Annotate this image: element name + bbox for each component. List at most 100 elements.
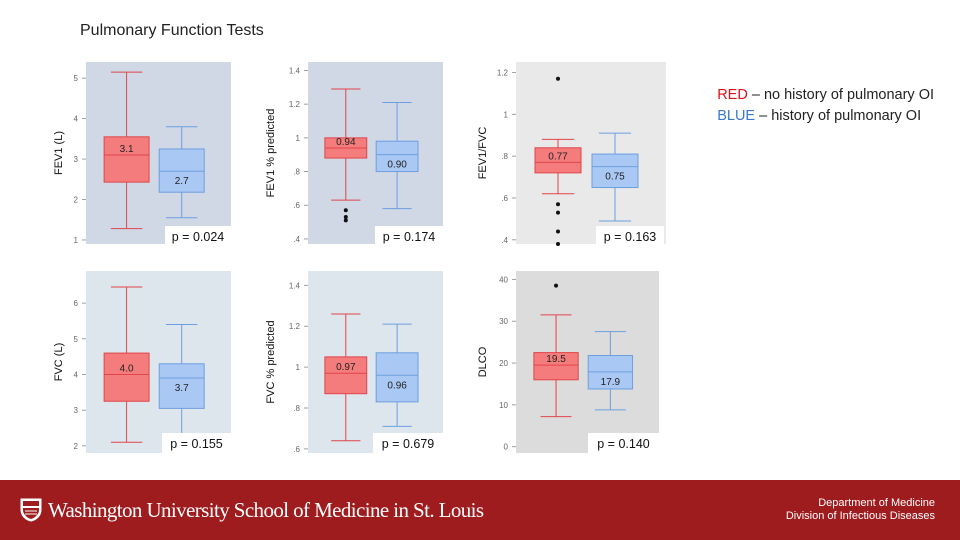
y-tick-label: 10 — [499, 401, 508, 410]
y-tick-label: 1.2 — [497, 68, 509, 77]
p-value-box — [373, 433, 443, 453]
boxplot-dlco: 0 10 20 30 40 DLCO 19.5 17.9 p = 0.140 — [477, 271, 659, 453]
red-box — [533, 352, 579, 381]
blue-median-label: 2.7 — [175, 176, 189, 187]
p-value-box — [375, 226, 443, 246]
y-tick-label: 4 — [74, 370, 79, 379]
red-outlier-point — [556, 210, 560, 215]
legend-red-text: – no history of pulmonary OI — [747, 87, 934, 103]
boxplot-fvcpct: .6 .8 1 1.2 1.4 FVC % predicted 0.97 0.96 p = 0.… — [265, 271, 443, 454]
y-tick-label: .4 — [501, 236, 508, 245]
p-value-label: p = 0.163 — [604, 230, 657, 244]
red-box — [534, 147, 582, 174]
y-tick-label: .8 — [293, 404, 300, 413]
blue-median-label: 0.75 — [605, 172, 625, 183]
y-tick-label: 3 — [74, 155, 79, 164]
red-median-label: 0.97 — [336, 362, 356, 373]
p-value-box — [596, 226, 664, 246]
boxplot-fev1: 1 2 3 4 5 FEV1 (L) 3.1 2.7 p = 0.024 — [53, 62, 231, 246]
y-tick-label: 30 — [499, 317, 508, 326]
p-value-box — [588, 433, 659, 453]
boxplot-fev1pct: .4 .6 .8 1 1.2 1.4 FEV1 % predicted 0.94 0.90 p =… — [265, 62, 443, 246]
y-axis-label: FEV1 % predicted — [265, 109, 277, 198]
legend-blue-word: BLUE — [717, 108, 756, 124]
red-box — [103, 136, 150, 183]
blue-median-label: 0.90 — [387, 160, 407, 171]
blue-box — [375, 352, 419, 403]
red-median-label: 0.77 — [548, 151, 568, 162]
y-tick-label: .6 — [501, 194, 508, 203]
y-tick-label: 4 — [74, 115, 79, 124]
y-tick-label: .4 — [293, 235, 300, 244]
y-tick-label: 1 — [504, 110, 509, 119]
boxplot-grid: 1 2 3 4 5 FEV1 (L) 3.1 2.7 p = 0.024 .4 .6 .8 1 1.2 1.… — [53, 62, 666, 454]
blue-median-label: 3.7 — [175, 383, 189, 394]
legend: RED – no history of pulmonary OI BLUE – … — [717, 85, 934, 127]
y-axis-label: FVC % predicted — [265, 320, 277, 403]
blue-box — [375, 140, 419, 173]
red-outlier-point — [556, 229, 560, 234]
y-tick-label: .8 — [293, 168, 300, 177]
p-value-box — [162, 433, 231, 453]
red-median-label: 4.0 — [120, 363, 134, 374]
legend-blue-entry: BLUE – history of pulmonary OI — [717, 106, 934, 127]
y-axis-label: FEV1 (L) — [53, 131, 65, 175]
slide-title: Pulmonary Function Tests — [80, 22, 264, 39]
red-median-label: 3.1 — [120, 144, 134, 155]
y-tick-label: 6 — [74, 299, 79, 308]
red-box — [103, 352, 150, 402]
y-tick-label: 1.4 — [289, 66, 301, 75]
boxplot-fev1fvc: .4 .6 .8 1 1.2 FEV1/FVC 0.77 0.75 p = 0.163 — [477, 62, 666, 246]
p-value-label: p = 0.155 — [170, 437, 223, 451]
red-outlier-point — [556, 202, 560, 207]
y-axis-label: FVC (L) — [53, 343, 65, 382]
y-tick-label: 3 — [74, 406, 79, 415]
footer-bar: Washington University School of Medicine… — [0, 480, 960, 540]
blue-box — [158, 148, 205, 193]
legend-blue-text: – history of pulmonary OI — [755, 108, 922, 124]
p-value-label: p = 0.679 — [382, 437, 435, 451]
red-outlier-point — [554, 283, 559, 288]
red-outlier-point — [343, 208, 348, 213]
red-box — [324, 356, 368, 395]
blue-median-label: 17.9 — [601, 377, 621, 388]
p-value-label: p = 0.140 — [597, 437, 650, 451]
y-tick-label: .8 — [501, 152, 508, 161]
y-tick-label: 5 — [74, 335, 79, 344]
p-value-label: p = 0.024 — [172, 230, 225, 244]
y-axis-label: DLCO — [477, 346, 489, 377]
institution-logo: Washington University School of Medicine… — [20, 497, 484, 523]
blue-median-label: 0.96 — [387, 380, 407, 391]
y-tick-label: 20 — [499, 359, 508, 368]
legend-red-word: RED — [717, 87, 748, 103]
blue-box — [158, 363, 205, 409]
y-tick-label: 0 — [504, 443, 509, 452]
department-text: Department of Medicine Division of Infec… — [786, 497, 935, 523]
y-tick-label: 1 — [296, 134, 301, 143]
p-value-label: p = 0.174 — [383, 230, 436, 244]
y-axis-label: FEV1/FVC — [477, 127, 489, 180]
y-tick-label: 1 — [74, 236, 79, 245]
red-median-label: 0.94 — [336, 137, 356, 148]
blue-box — [591, 153, 639, 189]
y-tick-label: 1.2 — [289, 100, 301, 109]
y-tick-label: 1 — [296, 363, 301, 372]
y-tick-label: 1.4 — [289, 281, 301, 290]
university-shield-icon — [20, 498, 42, 522]
red-outlier-point — [556, 242, 560, 246]
p-value-box — [165, 226, 231, 246]
red-median-label: 19.5 — [546, 354, 566, 365]
boxplot-fvc: 2 3 4 5 6 FVC (L) 4.0 3.7 p = 0.155 — [53, 271, 231, 453]
legend-red-entry: RED – no history of pulmonary OI — [717, 85, 934, 106]
department-line: Department of Medicine — [818, 497, 935, 509]
y-tick-label: 5 — [74, 74, 79, 83]
y-tick-label: 2 — [74, 196, 79, 205]
y-tick-label: 2 — [74, 442, 79, 451]
y-tick-label: 1.2 — [289, 322, 301, 331]
red-outlier-point — [556, 76, 560, 81]
y-tick-label: 40 — [499, 275, 508, 284]
red-outlier-point — [343, 215, 348, 220]
institution-name: Washington University School of Medicine… — [48, 497, 484, 522]
red-outlier-point — [343, 218, 348, 223]
division-line: Division of Infectious Diseases — [785, 510, 935, 522]
